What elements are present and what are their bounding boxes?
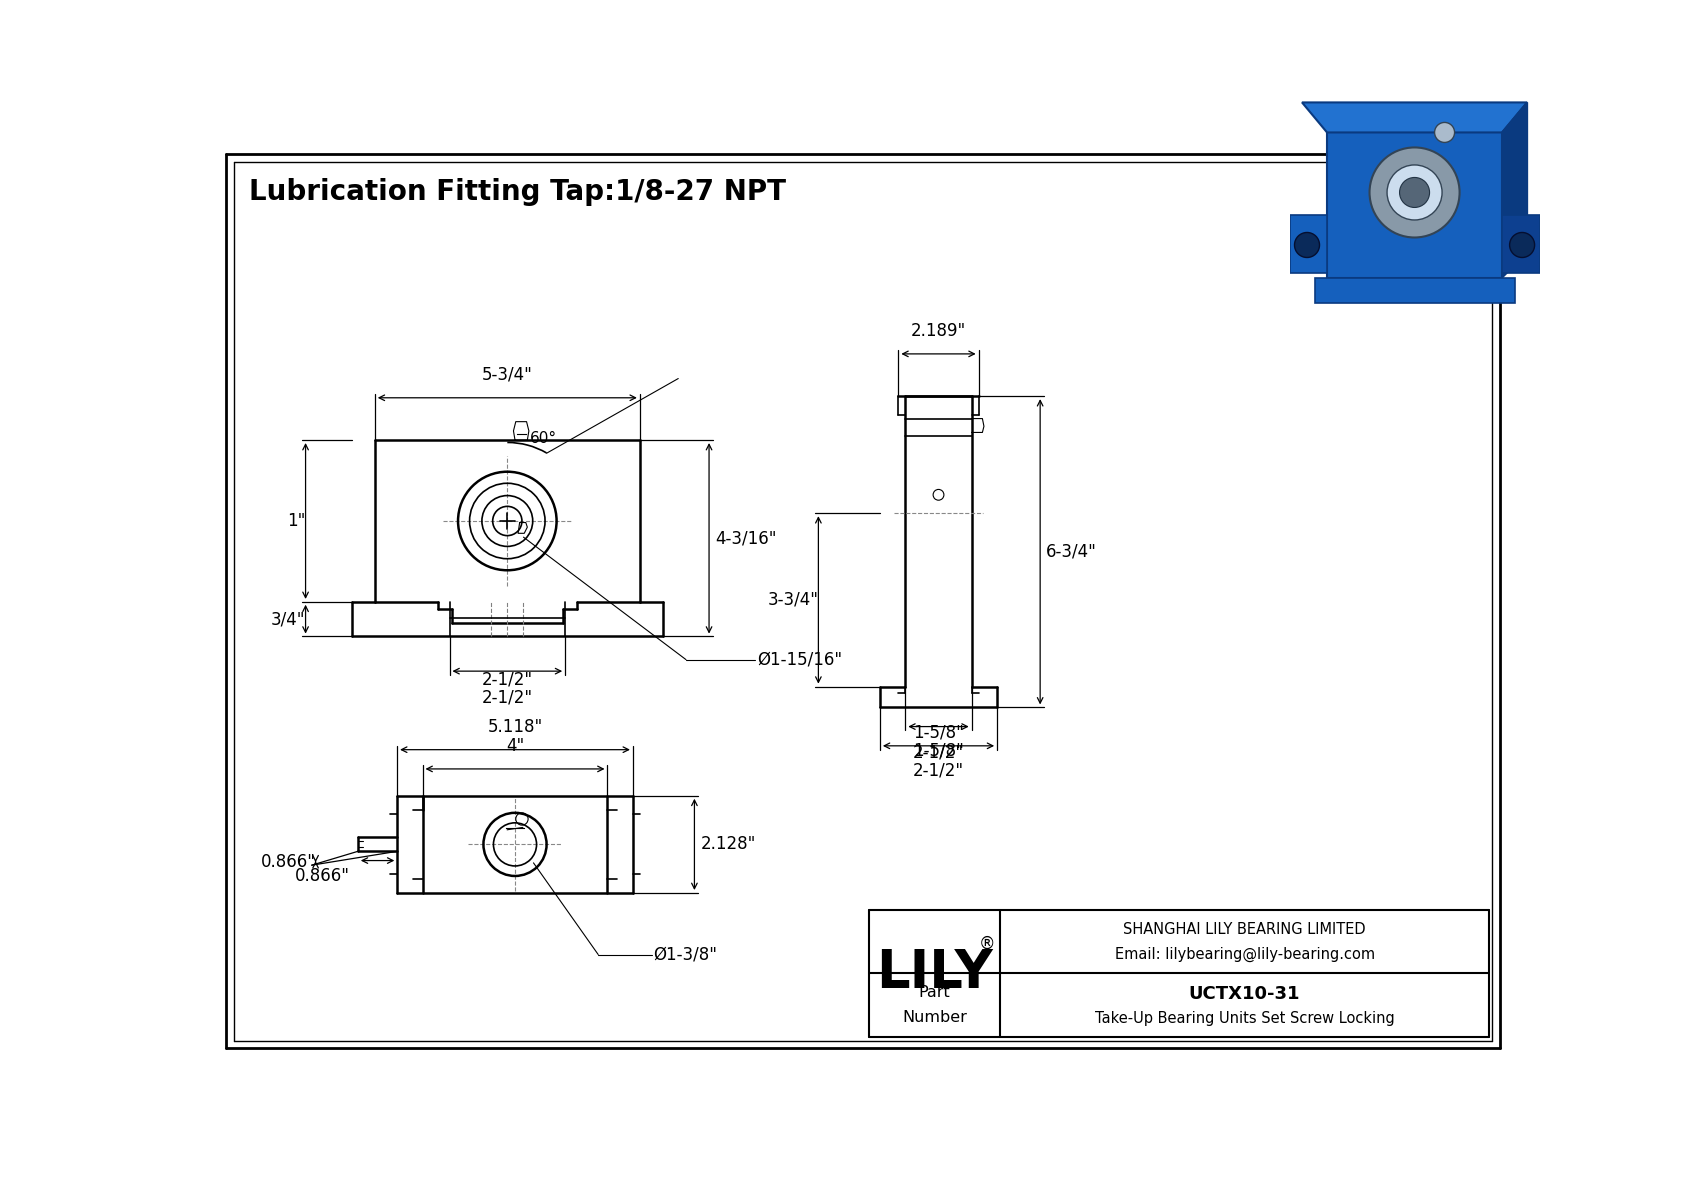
Text: 4": 4" <box>505 737 524 755</box>
Text: 2.189": 2.189" <box>911 322 967 341</box>
Text: 1-5/8": 1-5/8" <box>913 742 963 760</box>
Polygon shape <box>1327 132 1502 278</box>
Text: 4-3/16": 4-3/16" <box>716 529 776 548</box>
Circle shape <box>1435 123 1455 143</box>
Text: 3-3/4": 3-3/4" <box>768 591 818 609</box>
Text: 5.118": 5.118" <box>487 718 542 736</box>
Text: 2-1/2": 2-1/2" <box>482 671 532 688</box>
Text: 2-1/2": 2-1/2" <box>482 688 532 706</box>
Text: ®: ® <box>978 935 995 953</box>
Text: 0.866": 0.866" <box>261 853 315 871</box>
Text: 5-3/4": 5-3/4" <box>482 366 532 384</box>
Text: SHANGHAI LILY BEARING LIMITED
Email: lilybearing@lily-bearing.com: SHANGHAI LILY BEARING LIMITED Email: lil… <box>1115 922 1374 961</box>
Polygon shape <box>1290 214 1327 273</box>
Text: 2.128": 2.128" <box>701 835 756 854</box>
Text: 6-3/4": 6-3/4" <box>1046 543 1098 561</box>
Polygon shape <box>1302 102 1527 132</box>
Text: Part
Number: Part Number <box>903 985 967 1025</box>
Circle shape <box>1388 166 1442 220</box>
Polygon shape <box>1502 214 1539 273</box>
Text: UCTX10-31: UCTX10-31 <box>1189 985 1300 1003</box>
Text: Ø1-3/8": Ø1-3/8" <box>653 946 717 964</box>
Circle shape <box>1399 177 1430 207</box>
Text: 3/4": 3/4" <box>271 610 305 628</box>
Circle shape <box>1295 232 1320 257</box>
Text: Lubrication Fitting Tap:1/8-27 NPT: Lubrication Fitting Tap:1/8-27 NPT <box>249 179 786 206</box>
Polygon shape <box>1502 102 1527 278</box>
Text: 2-1/2": 2-1/2" <box>913 743 963 761</box>
Text: 0.866": 0.866" <box>295 867 350 885</box>
Circle shape <box>1369 148 1460 237</box>
Text: Take-Up Bearing Units Set Screw Locking: Take-Up Bearing Units Set Screw Locking <box>1095 1011 1394 1027</box>
Text: Ø1-15/16": Ø1-15/16" <box>756 650 842 668</box>
Text: 60°: 60° <box>530 431 557 447</box>
Text: 1": 1" <box>288 512 305 530</box>
Text: LILY: LILY <box>876 947 994 999</box>
Text: 1-5/8": 1-5/8" <box>913 724 963 742</box>
Polygon shape <box>1315 278 1514 303</box>
Text: 2-1/2": 2-1/2" <box>913 761 963 779</box>
Circle shape <box>1509 232 1534 257</box>
